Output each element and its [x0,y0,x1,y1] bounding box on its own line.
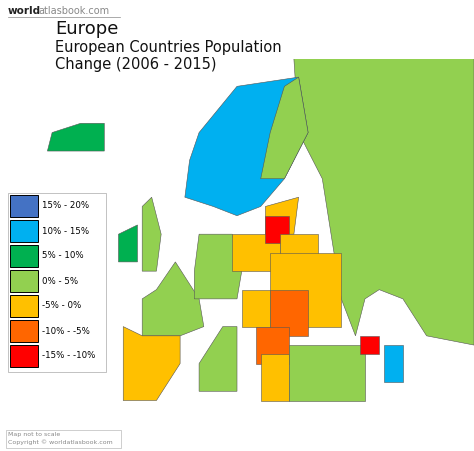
Text: Map not to scale
Copyright © worldatlasbook.com: Map not to scale Copyright © worldatlasb… [8,432,113,445]
Polygon shape [123,327,180,400]
Polygon shape [142,197,161,271]
Text: world: world [8,6,41,16]
Polygon shape [261,354,289,400]
Text: Europe: Europe [55,20,118,38]
Text: 0% - 5%: 0% - 5% [42,276,78,285]
Polygon shape [294,59,474,345]
Polygon shape [242,290,270,327]
FancyBboxPatch shape [10,295,38,317]
FancyBboxPatch shape [10,345,38,367]
FancyBboxPatch shape [10,245,38,267]
Polygon shape [199,327,237,391]
Text: -15% - -10%: -15% - -10% [42,351,95,360]
Polygon shape [261,77,308,179]
Text: 5% - 10%: 5% - 10% [42,252,83,261]
Text: -10% - -5%: -10% - -5% [42,327,90,336]
Polygon shape [265,197,299,234]
Polygon shape [256,327,289,364]
FancyBboxPatch shape [10,270,38,292]
Polygon shape [270,290,308,336]
Polygon shape [232,234,280,271]
Polygon shape [185,77,308,216]
Text: 10% - 15%: 10% - 15% [42,226,89,235]
Polygon shape [142,262,204,336]
Polygon shape [360,336,379,354]
FancyBboxPatch shape [10,195,38,217]
Text: atlasbook.com: atlasbook.com [38,6,109,16]
Polygon shape [265,216,289,244]
FancyBboxPatch shape [10,320,38,342]
Text: -5% - 0%: -5% - 0% [42,302,81,310]
Bar [6,430,121,448]
Polygon shape [118,225,137,262]
Text: Change (2006 - 2015): Change (2006 - 2015) [55,57,217,72]
Bar [8,193,106,372]
Polygon shape [270,253,341,327]
Text: European Countries Population: European Countries Population [55,40,282,55]
Polygon shape [384,345,403,382]
Text: 15% - 20%: 15% - 20% [42,202,89,211]
Polygon shape [47,123,104,151]
Polygon shape [280,234,318,262]
FancyBboxPatch shape [10,220,38,242]
Polygon shape [194,234,242,299]
Polygon shape [289,345,365,400]
